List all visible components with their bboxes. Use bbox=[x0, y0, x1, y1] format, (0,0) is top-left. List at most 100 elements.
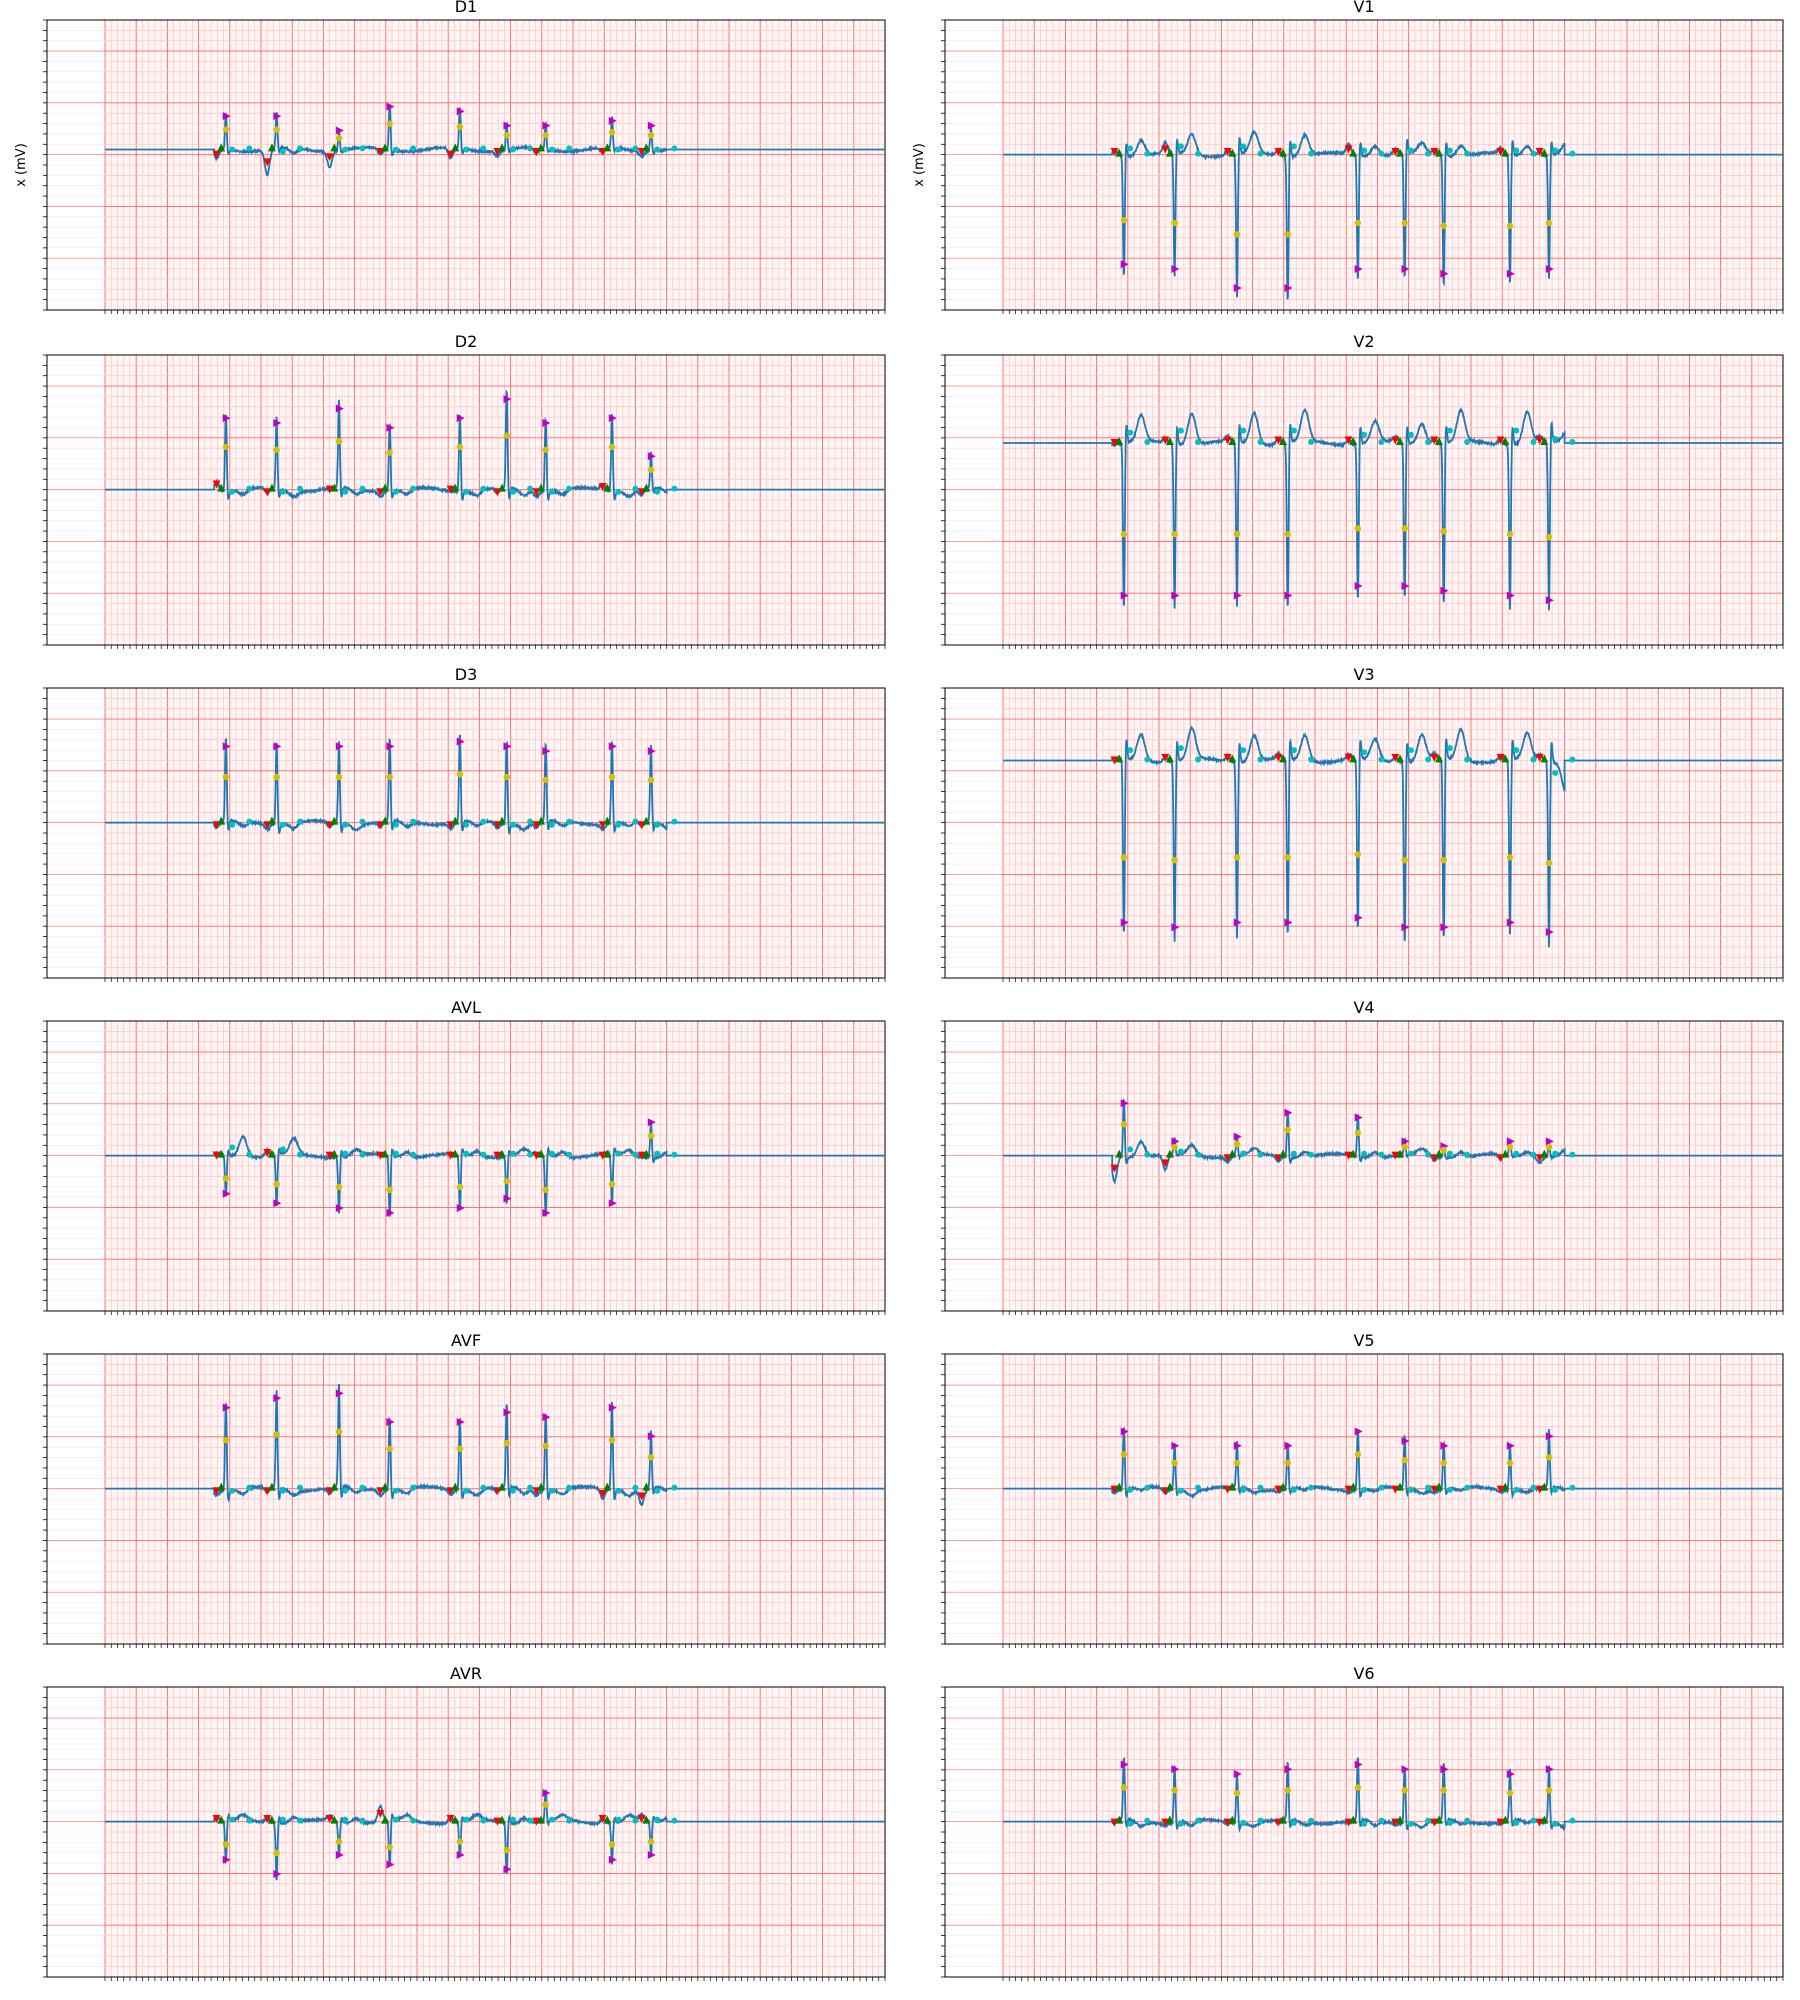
marker-r bbox=[1171, 856, 1178, 864]
marker-r bbox=[386, 773, 393, 781]
marker-wave bbox=[1378, 439, 1385, 445]
marker-onset bbox=[1430, 1485, 1439, 1494]
marker-peak bbox=[542, 121, 551, 130]
marker-wave bbox=[632, 818, 639, 825]
marker-r bbox=[1354, 1784, 1362, 1791]
marker-peak bbox=[335, 404, 344, 413]
marker-wave bbox=[1513, 1486, 1520, 1493]
marker-wave bbox=[279, 488, 286, 495]
marker-wave bbox=[480, 485, 487, 492]
marker-wave bbox=[1407, 1150, 1414, 1157]
marker-peak bbox=[1506, 918, 1515, 927]
marker-onset bbox=[1223, 148, 1232, 157]
marker-peak bbox=[273, 1394, 282, 1403]
marker-onset bbox=[1430, 436, 1439, 445]
marker-wave bbox=[1569, 1484, 1576, 1491]
marker-r bbox=[1506, 530, 1514, 538]
marker-wave bbox=[410, 485, 417, 492]
axes-frame bbox=[46, 1020, 886, 1312]
panel-v2: V2 bbox=[941, 332, 1784, 649]
marker-peak bbox=[222, 1855, 231, 1864]
marker-onset bbox=[1535, 436, 1544, 445]
marker-r bbox=[1171, 1787, 1178, 1794]
marker-r bbox=[1284, 854, 1291, 861]
marker-wave bbox=[1407, 431, 1414, 438]
marker-onset bbox=[1110, 439, 1119, 448]
marker-wave bbox=[1195, 1817, 1201, 1824]
marker-r bbox=[608, 773, 616, 781]
marker-wave bbox=[342, 146, 349, 153]
marker-offset bbox=[1396, 1482, 1405, 1491]
marker-r bbox=[1440, 222, 1447, 230]
axes-frame bbox=[944, 354, 1784, 646]
marker-wave bbox=[1446, 147, 1453, 154]
marker-onset bbox=[1344, 436, 1353, 445]
marker-wave bbox=[615, 1150, 622, 1157]
axes-frame bbox=[944, 1353, 1784, 1645]
marker-onset bbox=[532, 1151, 541, 1160]
marker-wave bbox=[1569, 1151, 1576, 1158]
marker-r bbox=[335, 1183, 343, 1191]
marker-wave bbox=[342, 488, 349, 495]
marker-r bbox=[608, 1180, 616, 1188]
panel-v5: V5 bbox=[941, 1331, 1784, 1648]
marker-offset bbox=[381, 143, 390, 152]
marker-wave bbox=[359, 485, 366, 492]
panel-d2: D2 bbox=[43, 332, 886, 649]
marker-wave bbox=[359, 145, 366, 152]
marker-offset bbox=[1396, 436, 1405, 445]
marker-onset bbox=[1274, 148, 1283, 157]
marker-wave bbox=[246, 818, 253, 825]
marker-wave bbox=[548, 821, 555, 828]
panel-title: AVF bbox=[451, 1331, 481, 1350]
marker-r bbox=[386, 120, 393, 128]
marker-offset bbox=[330, 143, 339, 152]
marker-r bbox=[273, 126, 280, 133]
marker-wave bbox=[279, 148, 286, 155]
marker-offset bbox=[1279, 436, 1288, 445]
marker-wave bbox=[1464, 756, 1471, 763]
marker-peak bbox=[1233, 591, 1242, 600]
marker-wave bbox=[1530, 1484, 1537, 1491]
axes-frame bbox=[944, 19, 1784, 311]
marker-r bbox=[542, 132, 549, 139]
marker-r bbox=[608, 443, 616, 451]
marker-peak bbox=[1284, 1441, 1293, 1450]
marker-peak bbox=[1120, 1427, 1129, 1436]
marker-offset bbox=[498, 1149, 507, 1158]
marker-onset bbox=[263, 1149, 272, 1158]
marker-r bbox=[335, 1838, 343, 1845]
marker-r bbox=[1284, 1126, 1291, 1134]
marker-wave bbox=[1513, 747, 1520, 754]
marker-wave bbox=[548, 1816, 555, 1823]
marker-peak bbox=[1401, 1765, 1410, 1774]
marker-wave bbox=[1464, 1151, 1471, 1158]
panel-title: V6 bbox=[1353, 1664, 1374, 1683]
marker-onset bbox=[1110, 148, 1119, 157]
marker-peak bbox=[542, 1789, 551, 1798]
axes-frame bbox=[46, 687, 886, 979]
marker-peak bbox=[1284, 284, 1293, 293]
marker-onset bbox=[1496, 753, 1505, 762]
marker-offset bbox=[1228, 1149, 1237, 1158]
marker-r bbox=[1233, 1141, 1241, 1148]
marker-wave bbox=[1195, 1484, 1201, 1491]
marker-offset bbox=[537, 1149, 546, 1158]
marker-peak bbox=[647, 452, 656, 461]
marker-onset bbox=[1274, 1818, 1283, 1827]
marker-r bbox=[1401, 219, 1408, 227]
marker-wave bbox=[1361, 1486, 1368, 1493]
marker-onset bbox=[212, 150, 221, 159]
marker-offset bbox=[1115, 148, 1124, 157]
marker-offset bbox=[1396, 1149, 1405, 1158]
marker-wave bbox=[566, 145, 573, 152]
marker-wave bbox=[1127, 747, 1134, 754]
marker-wave bbox=[1240, 143, 1247, 150]
marker-offset bbox=[1115, 1482, 1124, 1491]
marker-r bbox=[1120, 1451, 1128, 1458]
marker-peak bbox=[222, 1403, 231, 1412]
marker-wave bbox=[1378, 1484, 1385, 1491]
marker-r bbox=[456, 1445, 464, 1452]
marker-wave bbox=[1552, 147, 1559, 154]
ecg-signal-line bbox=[105, 734, 885, 835]
